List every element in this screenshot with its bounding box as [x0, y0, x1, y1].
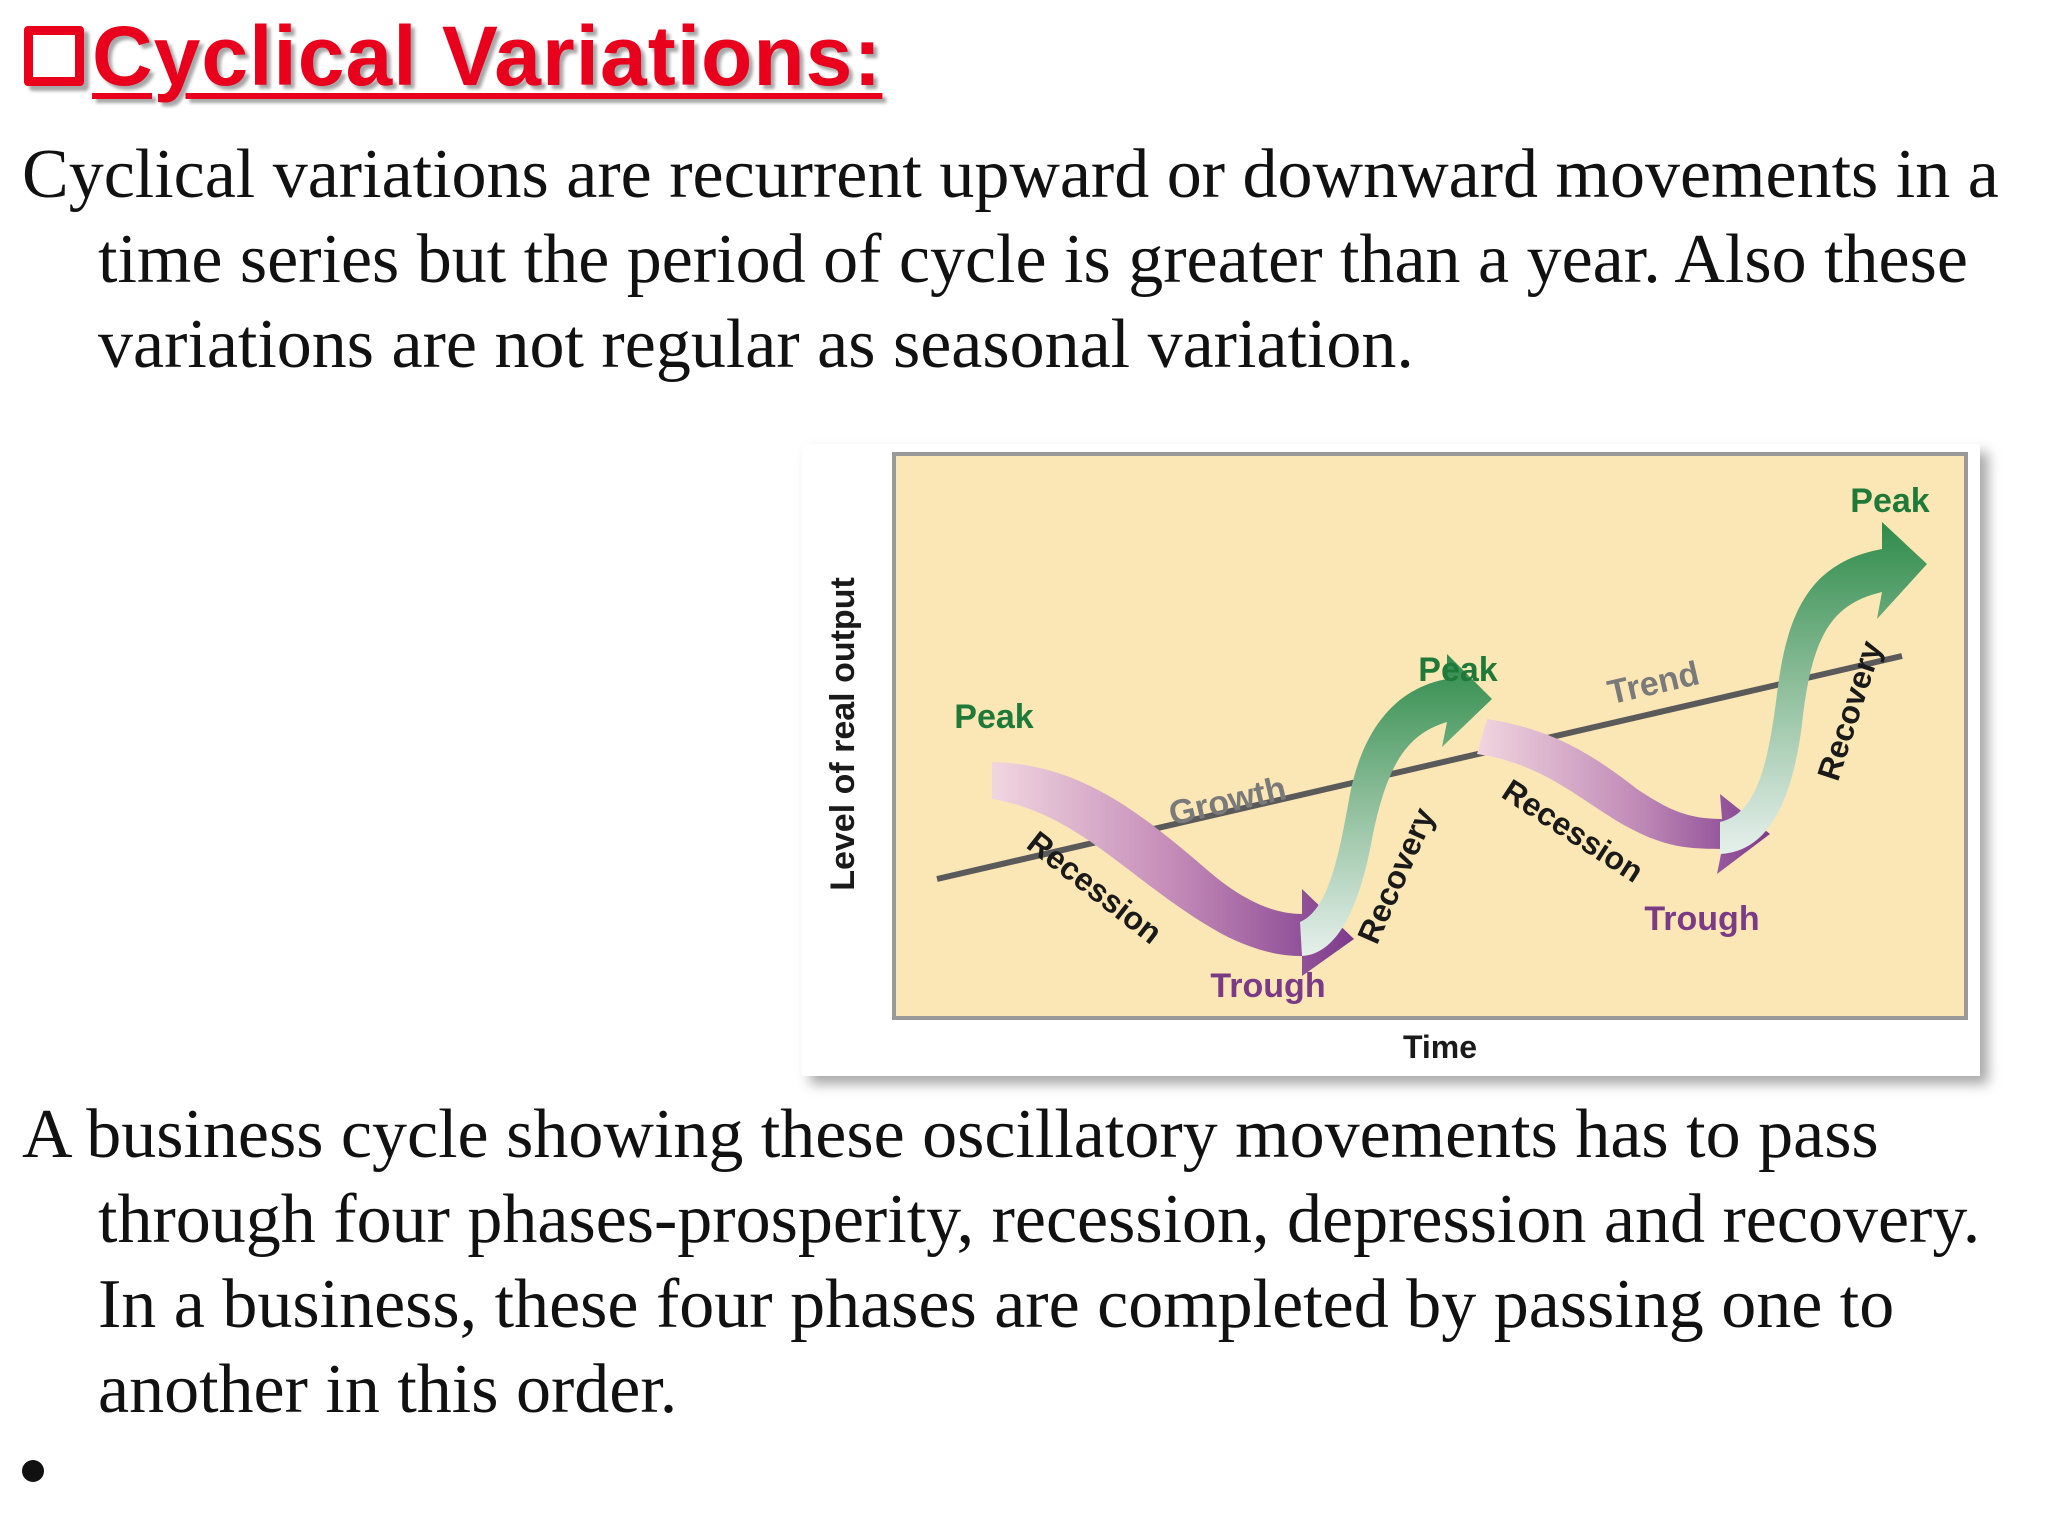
- trough-label-1: Trough: [1210, 967, 1325, 1005]
- slide-title-row: Cyclical Variations:: [24, 14, 882, 98]
- peak-label-1: Peak: [954, 698, 1033, 736]
- trough-label-2: Trough: [1644, 900, 1759, 938]
- x-axis-label: Time: [1403, 1029, 1477, 1065]
- recession-arrow-1: [992, 762, 1354, 976]
- slide-title: Cyclical Variations:: [92, 9, 883, 103]
- checkbox-bullet-icon: [24, 26, 84, 86]
- peak-label-3: Peak: [1850, 482, 1929, 520]
- paragraph-phases: A business cycle showing these oscillato…: [22, 1096, 1981, 1428]
- peak-label-2: Peak: [1418, 651, 1497, 689]
- plot-area: [892, 452, 1968, 1020]
- paragraph-definition: Cyclical variations are recurrent upward…: [22, 136, 1999, 383]
- recovery-arrow-1: [1300, 654, 1492, 956]
- recovery-arrow-2: [1720, 522, 1927, 854]
- y-axis-label: Level of real output: [824, 577, 862, 891]
- recession-arrow-2: [1477, 719, 1770, 874]
- empty-bullet-point: [22, 1460, 44, 1482]
- business-cycle-figure: Level of real output Time Growth Trend P…: [802, 444, 1980, 1076]
